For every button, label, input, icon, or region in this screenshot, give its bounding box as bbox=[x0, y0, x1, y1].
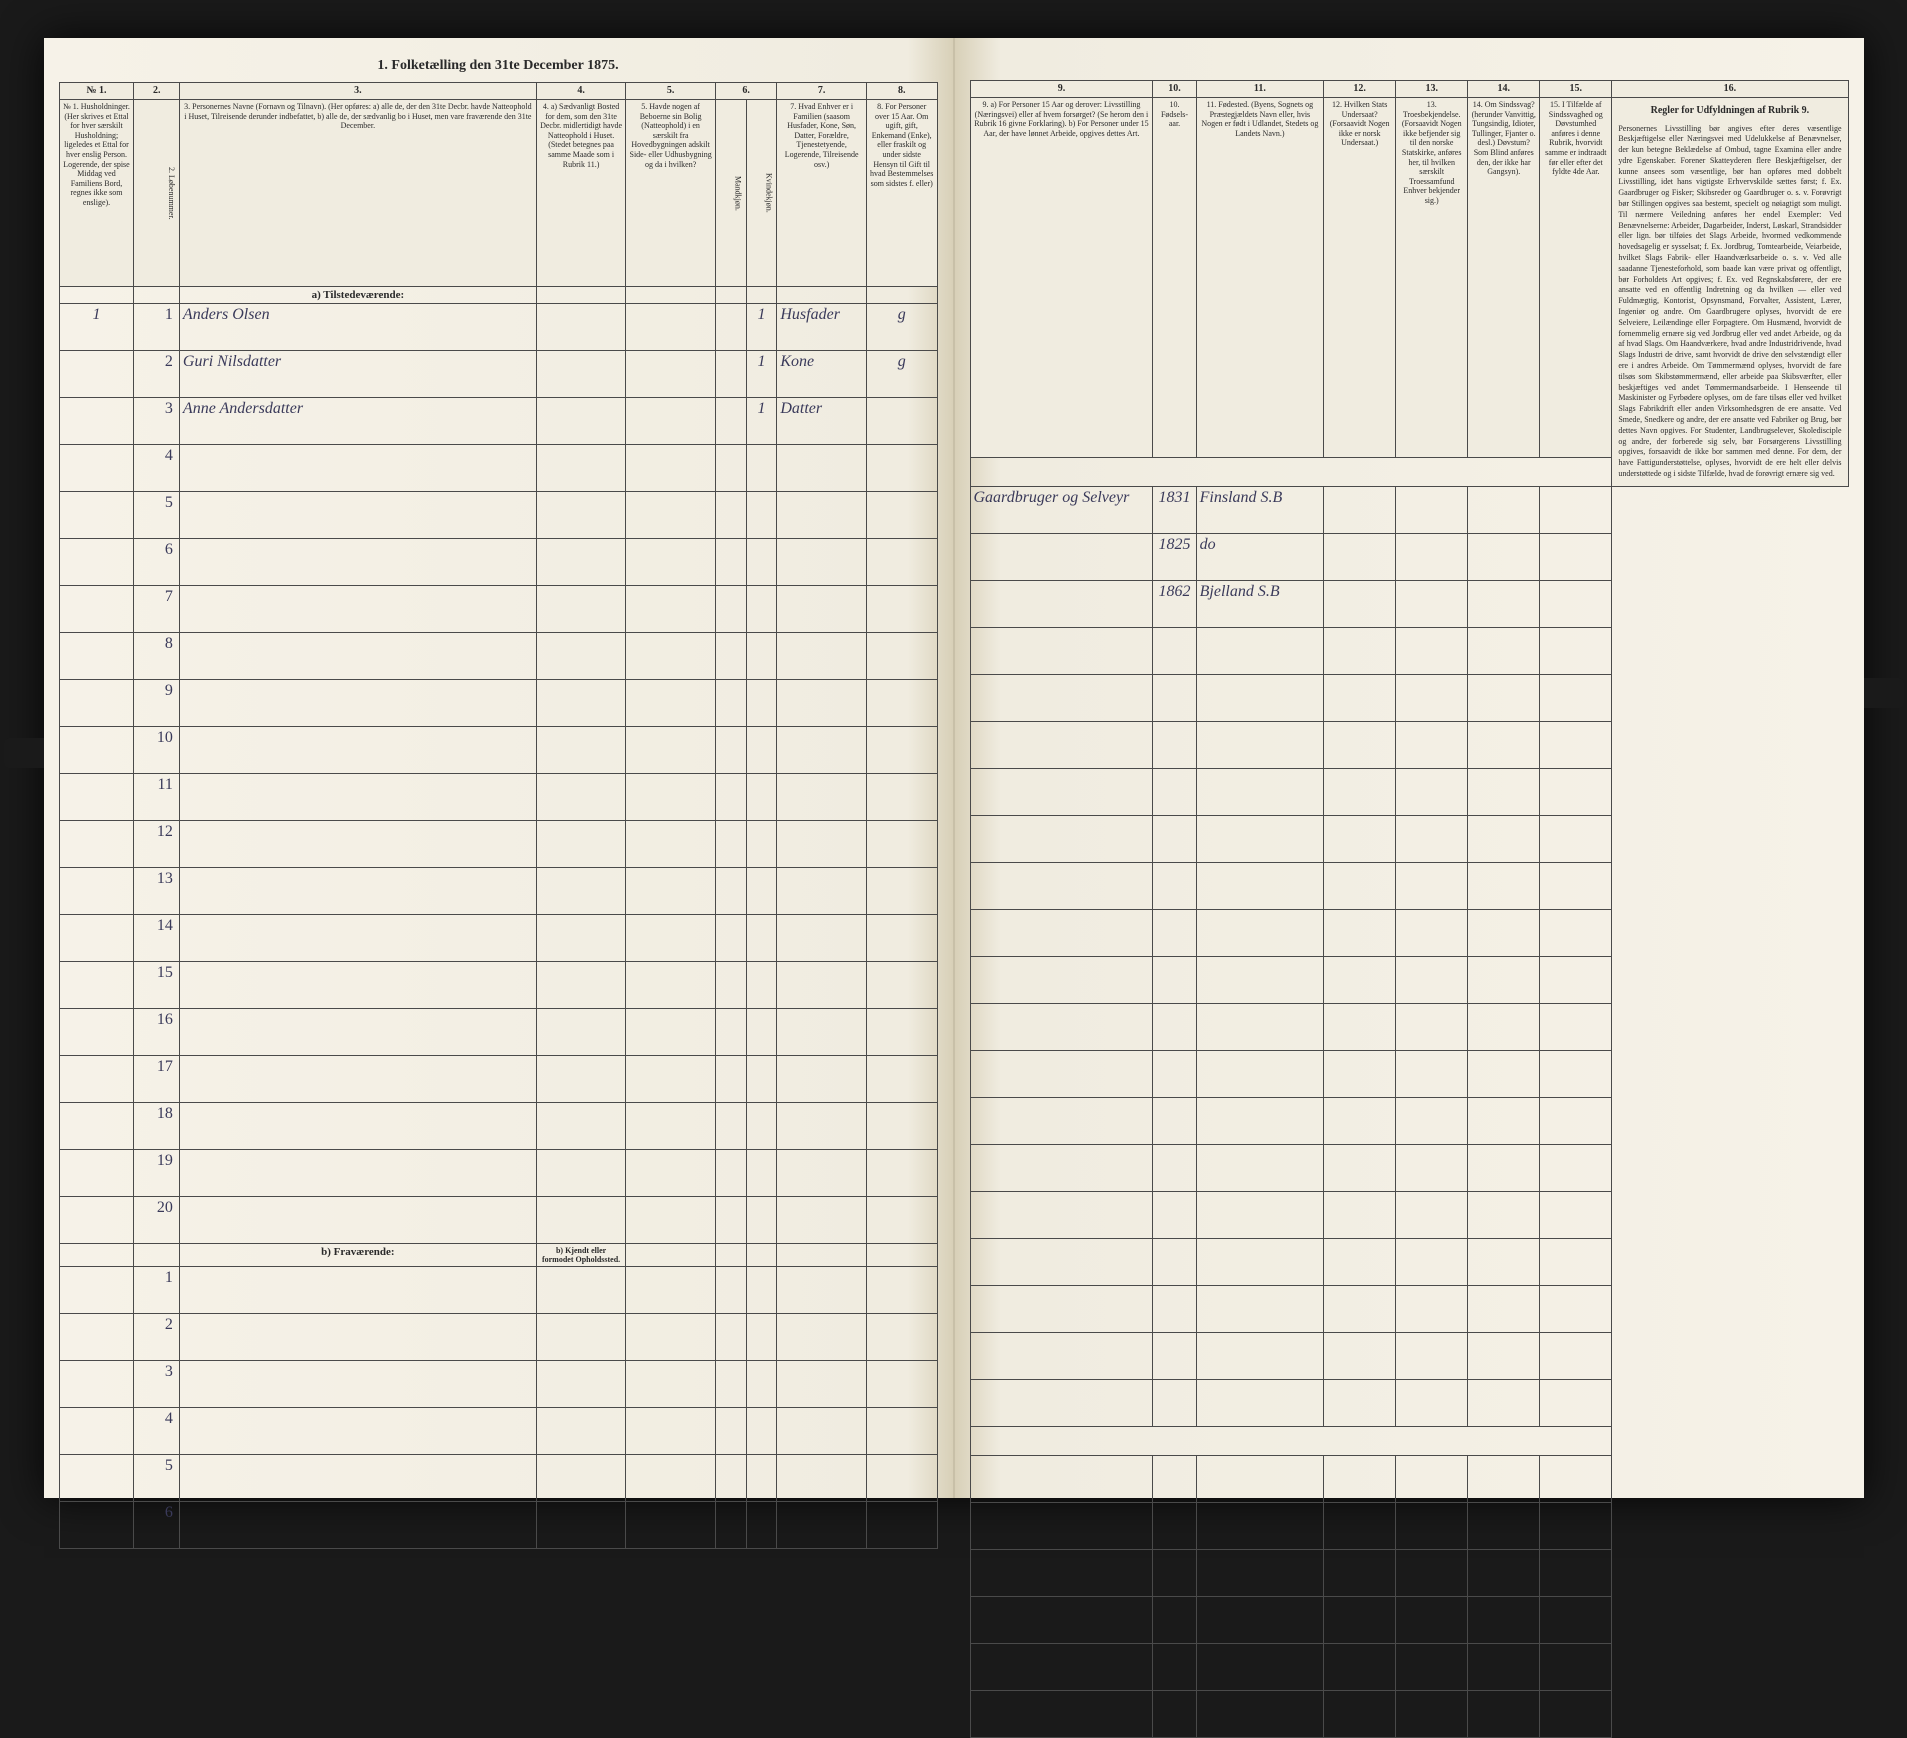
table-row bbox=[970, 627, 1848, 674]
col3-header: 3. Personernes Navne (Fornavn og Tilnavn… bbox=[179, 100, 536, 287]
col-number-row: № 1. 2. 3. 4. 5. 6. 7. 8. bbox=[59, 83, 937, 100]
table-row: Gaardbruger og Selveyr1831Finsland S.B bbox=[970, 486, 1848, 533]
table-row: 14 bbox=[59, 915, 937, 962]
table-row: 6 bbox=[59, 539, 937, 586]
col4-header: 4. a) Sædvanligt Bosted for dem, som den… bbox=[536, 100, 626, 287]
table-row: 19 bbox=[59, 1150, 937, 1197]
table-row: 18 bbox=[59, 1103, 937, 1150]
table-row bbox=[970, 1003, 1848, 1050]
col1-header: № 1. Husholdninger. (Her skrives et Etta… bbox=[59, 100, 134, 287]
table-row bbox=[970, 1379, 1848, 1426]
table-row: 4 bbox=[59, 445, 937, 492]
census-table-right: 9. 10. 11. 12. 13. 14. 15. 16. 9. a) For… bbox=[970, 80, 1849, 1738]
table-row: 20 bbox=[59, 1197, 937, 1244]
col11-header: 11. Fødested. (Byens, Sognets og Præsteg… bbox=[1196, 98, 1323, 458]
table-row bbox=[970, 909, 1848, 956]
table-row: 16 bbox=[59, 1009, 937, 1056]
table-row: 11Anders Olsen1Husfaderg bbox=[59, 304, 937, 351]
table-row bbox=[970, 1285, 1848, 1332]
table-row bbox=[970, 1191, 1848, 1238]
table-row: 15 bbox=[59, 962, 937, 1009]
table-row: 5 bbox=[59, 1455, 937, 1502]
table-row bbox=[970, 956, 1848, 1003]
col-number-row-r: 9. 10. 11. 12. 13. 14. 15. 16. bbox=[970, 81, 1848, 98]
table-row: 2 bbox=[59, 1314, 937, 1361]
table-row: 13 bbox=[59, 868, 937, 915]
table-row: 9 bbox=[59, 680, 937, 727]
page-header: 1. Folketælling den 31te December 1875. bbox=[59, 58, 938, 74]
rules-column: Regler for Udfyldningen af Rubrik 9. Per… bbox=[1612, 98, 1848, 487]
table-row: 4 bbox=[59, 1408, 937, 1455]
col7-header: 7. Hvad Enhver er i Familien (saasom Hus… bbox=[777, 100, 867, 287]
section-b-row: b) Fraværende: b) Kjendt eller formodet … bbox=[59, 1244, 937, 1267]
right-page: 9. 10. 11. 12. 13. 14. 15. 16. 9. a) For… bbox=[955, 38, 1864, 1498]
census-book: 1. Folketælling den 31te December 1875. … bbox=[44, 38, 1864, 1498]
table-row bbox=[970, 815, 1848, 862]
table-row: 8 bbox=[59, 633, 937, 680]
table-row: 1 bbox=[59, 1267, 937, 1314]
col-header-row-r: 9. a) For Personer 15 Aar og derover: Li… bbox=[970, 98, 1848, 458]
table-row: 3 bbox=[59, 1361, 937, 1408]
table-row bbox=[970, 862, 1848, 909]
table-row bbox=[970, 1097, 1848, 1144]
left-page: 1. Folketælling den 31te December 1875. … bbox=[44, 38, 955, 1498]
table-row: 17 bbox=[59, 1056, 937, 1103]
rules-body: Personernes Livsstilling bør angives eft… bbox=[1618, 124, 1841, 480]
col5-header: 5. Havde nogen af Beboerne sin Bolig (Na… bbox=[626, 100, 716, 287]
table-row bbox=[970, 1596, 1848, 1643]
table-row: 2Guri Nilsdatter1Koneg bbox=[59, 351, 937, 398]
table-row: 7 bbox=[59, 586, 937, 633]
table-row bbox=[970, 674, 1848, 721]
table-row bbox=[970, 1238, 1848, 1285]
table-row: 5 bbox=[59, 492, 937, 539]
col15-header: 15. I Tilfælde af Sindssvaghed og Døvstu… bbox=[1540, 98, 1612, 458]
table-row: 3Anne Andersdatter1Datter bbox=[59, 398, 937, 445]
table-row: 1825do bbox=[970, 533, 1848, 580]
col-header-row: № 1. Husholdninger. (Her skrives et Etta… bbox=[59, 100, 937, 287]
table-row bbox=[970, 1144, 1848, 1191]
col14-header: 14. Om Sindssvag? (herunder Vanvittig, T… bbox=[1468, 98, 1540, 458]
table-row bbox=[970, 1050, 1848, 1097]
table-row bbox=[970, 1643, 1848, 1690]
col9-header: 9. a) For Personer 15 Aar og derover: Li… bbox=[970, 98, 1153, 458]
section-a-row: a) Tilstedeværende: bbox=[59, 287, 937, 304]
col8-header: 8. For Personer over 15 Aar. Om ugift, g… bbox=[866, 100, 937, 287]
table-row bbox=[970, 768, 1848, 815]
table-row bbox=[970, 1690, 1848, 1737]
table-row: 1862Bjelland S.B bbox=[970, 580, 1848, 627]
table-row: 12 bbox=[59, 821, 937, 868]
col12-header: 12. Hvilken Stats Undersaat? (Forsaavidt… bbox=[1324, 98, 1396, 458]
table-row: 6 bbox=[59, 1502, 937, 1549]
table-row: 11 bbox=[59, 774, 937, 821]
census-table-left: № 1. 2. 3. 4. 5. 6. 7. 8. № 1. Husholdni… bbox=[59, 82, 938, 1549]
col10-header: 10. Fødsels-aar. bbox=[1153, 98, 1196, 458]
table-row bbox=[970, 1455, 1848, 1502]
col6a-header: Mandkjøn. bbox=[715, 100, 746, 287]
table-row: 10 bbox=[59, 727, 937, 774]
table-row bbox=[970, 721, 1848, 768]
col13-header: 13. Troesbekjendelse. (Forsaavidt Nogen … bbox=[1396, 98, 1468, 458]
table-row bbox=[970, 1332, 1848, 1379]
col2-header: 2. Løbenummer. bbox=[134, 100, 179, 287]
table-row bbox=[970, 1502, 1848, 1549]
col6b-header: Kvindekjøn. bbox=[746, 100, 777, 287]
table-row bbox=[970, 1549, 1848, 1596]
